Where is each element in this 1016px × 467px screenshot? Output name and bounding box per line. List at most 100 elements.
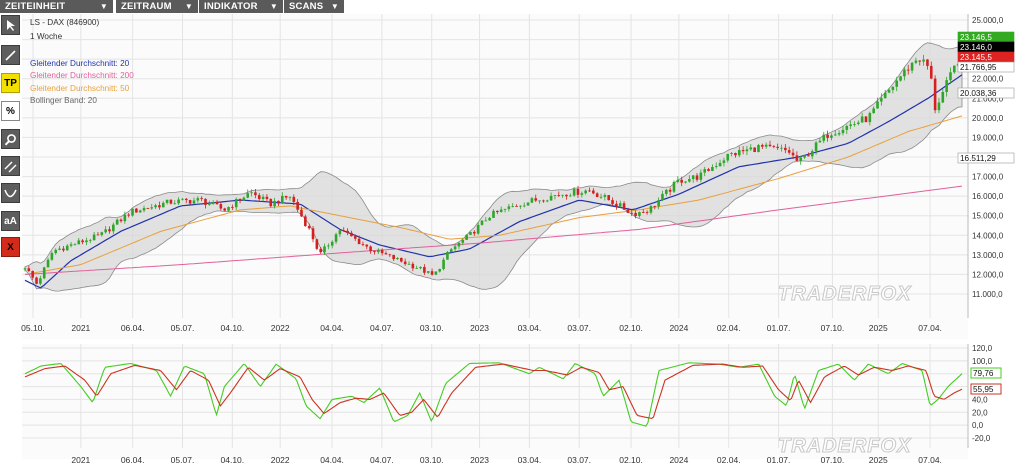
candle (292, 194, 296, 206)
candle (104, 226, 107, 234)
candle (665, 188, 668, 197)
x-tick-label: 2021 (71, 323, 90, 333)
candle (853, 121, 856, 127)
parallel-lines-tool[interactable] (1, 156, 20, 176)
candle (941, 88, 945, 104)
candle (561, 194, 564, 198)
candle (630, 210, 634, 217)
candle (899, 75, 902, 82)
candle (46, 257, 50, 268)
candle (361, 241, 365, 247)
candle (242, 196, 246, 201)
candle (350, 230, 353, 237)
stoch-value-tag: 55,95 (970, 383, 1002, 395)
candle (476, 221, 480, 236)
svg-text:16.511,29: 16.511,29 (960, 154, 996, 163)
candle (100, 231, 104, 237)
candle (138, 209, 142, 213)
candle (369, 245, 372, 254)
candle (85, 237, 88, 246)
series-line-ma200 (24, 185, 963, 275)
menu-scans[interactable]: SCANS ▼ (284, 0, 344, 13)
price-tick-label: 21.000,0 (972, 94, 1004, 103)
candle (826, 130, 829, 142)
candle (23, 267, 27, 272)
candle (860, 112, 864, 123)
candle (284, 195, 288, 200)
legend-bollinger: Bollinger Band: 20 (30, 96, 97, 105)
candle (949, 67, 952, 85)
candle (461, 238, 465, 246)
x-tick-label: 03.04. (518, 323, 542, 333)
x-tick-label: 2024 (669, 323, 688, 333)
curve-tool[interactable] (1, 183, 20, 203)
candle (691, 174, 695, 183)
chevron-down-icon: ▼ (269, 2, 278, 11)
tool-percent[interactable]: % (1, 101, 20, 121)
candle (768, 140, 772, 148)
stoch-value-tag: 79,76 (970, 367, 1002, 379)
legend-ma200: Gleitender Durchschnitt: 200 (30, 71, 134, 80)
menu-zeitraum[interactable]: ZEITRAUM ▼ (116, 0, 198, 13)
candle (250, 189, 253, 197)
tool-aa[interactable]: aA (1, 211, 20, 231)
tool-tp[interactable]: TP (1, 73, 20, 93)
candle (438, 268, 442, 273)
candle (411, 261, 415, 272)
candle (426, 270, 430, 274)
price-tick-label: 12.000,0 (972, 270, 1004, 279)
menu-indikator[interactable]: INDIKATOR ▼ (199, 0, 283, 13)
candle (580, 191, 584, 198)
candle (35, 276, 38, 285)
candle (376, 248, 380, 255)
candle (353, 234, 357, 241)
candle (714, 162, 718, 169)
candle (945, 76, 948, 97)
candle (810, 149, 814, 160)
tool-label: X (7, 241, 14, 253)
stoch-x-tick-label: 04.04. (320, 455, 344, 465)
price-value-tag: 21.766,95 (957, 61, 1015, 73)
candle (319, 246, 322, 254)
menu-zeiteinheit[interactable]: ZEITEINHEIT ▼ (0, 0, 113, 13)
tool-x[interactable]: X (1, 237, 20, 257)
candle (776, 143, 779, 151)
menu-label: ZEITEINHEIT (5, 1, 66, 12)
chevron-down-icon: ▼ (99, 2, 108, 11)
candle (127, 212, 130, 218)
tool-label: aA (4, 215, 17, 227)
candle (158, 201, 161, 210)
legend-ma20: Gleitender Durchschnitt: 20 (30, 59, 130, 68)
candle (891, 86, 895, 94)
candle (254, 189, 257, 199)
zoom-tool[interactable] (1, 129, 20, 149)
candle (273, 197, 276, 209)
candle (695, 173, 699, 182)
candle (876, 97, 879, 109)
x-tick-label: 04.10. (221, 323, 245, 333)
price-value-tag: 20.038,36 (957, 87, 1015, 99)
candle (334, 232, 338, 244)
candle (123, 211, 127, 224)
candle (39, 275, 42, 286)
candle (215, 199, 219, 205)
line-tool[interactable] (1, 45, 20, 65)
candle (119, 218, 123, 223)
stoch-x-tick-label: 2023 (470, 455, 489, 465)
candle (933, 75, 937, 114)
candle (895, 76, 899, 92)
menu-label: ZEITRAUM (121, 1, 172, 12)
candle (557, 191, 561, 198)
candle (142, 205, 146, 213)
candle (880, 93, 883, 106)
cursor-tool[interactable] (1, 15, 20, 35)
candle (227, 206, 230, 212)
candle (492, 209, 495, 218)
candle (77, 237, 81, 245)
candle (208, 200, 211, 206)
price-tick-label: 19.000,0 (972, 133, 1004, 142)
stoch-x-tick-label: 03.10. (420, 455, 444, 465)
candle (515, 204, 518, 207)
stoch-x-tick-label: 06.04. (121, 455, 145, 465)
